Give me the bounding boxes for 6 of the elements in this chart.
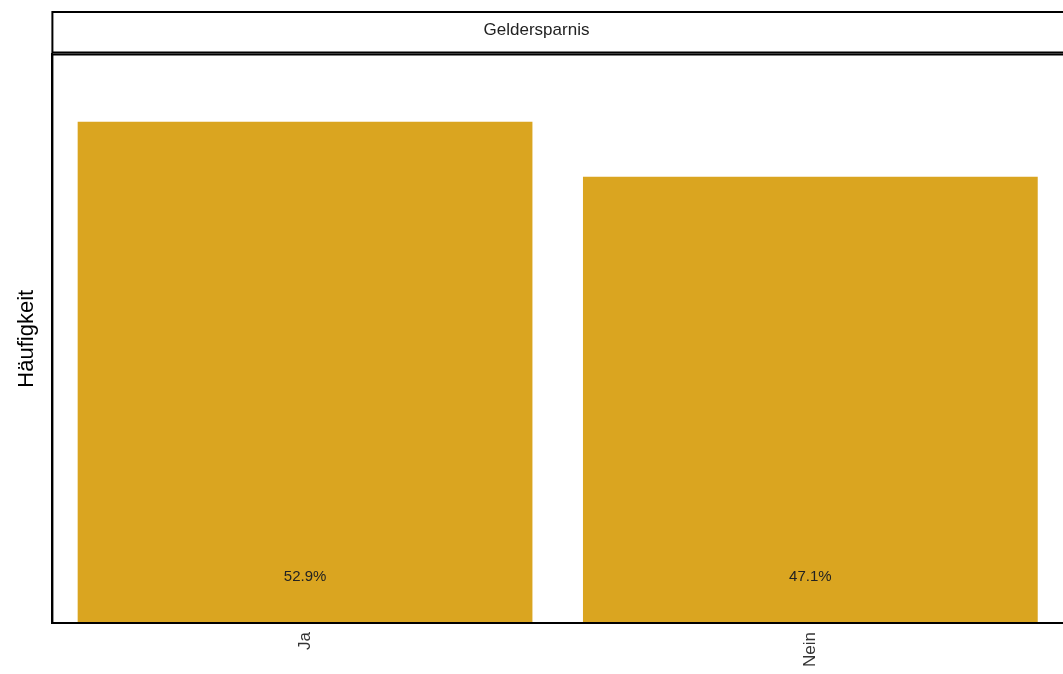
y-axis-title: Häufigkeit xyxy=(13,289,39,388)
x-tick-label: Ja xyxy=(294,631,314,651)
data-label: 52.9% xyxy=(283,567,327,585)
x-tick-label: Nein xyxy=(800,632,820,668)
data-label: 47.1% xyxy=(789,567,832,585)
chart-title: Geldersparnis xyxy=(483,19,590,39)
